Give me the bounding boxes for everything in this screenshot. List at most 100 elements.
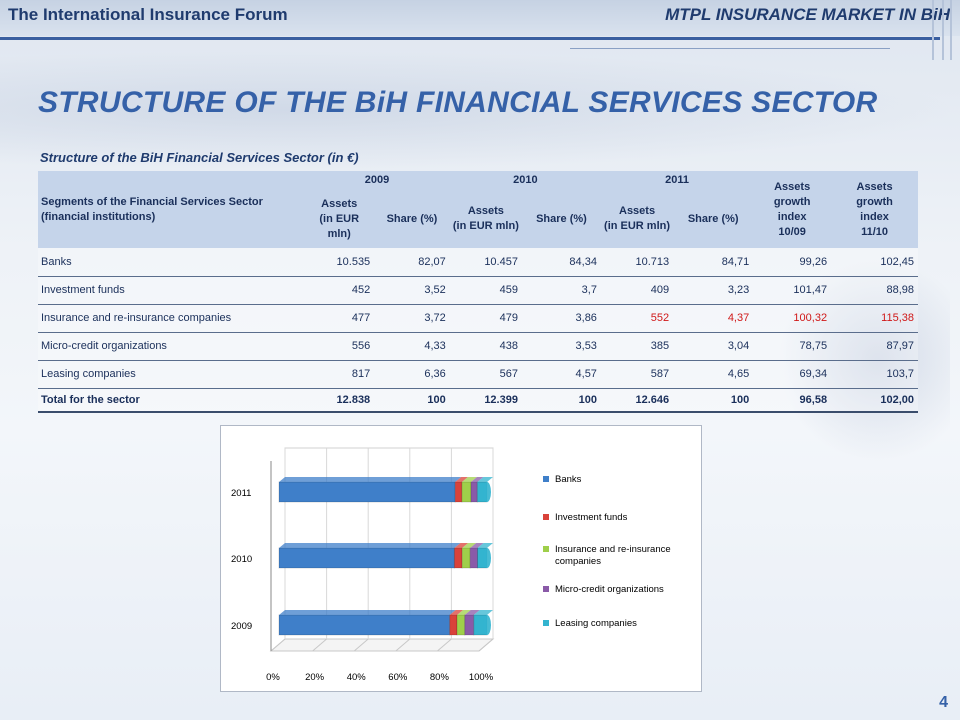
legend-label: Investment funds <box>555 512 628 523</box>
gridline-floor <box>437 638 452 652</box>
table-cell: 817 <box>304 360 375 389</box>
chart-floor <box>269 638 495 652</box>
year-header: 2011 <box>600 171 754 190</box>
table-cell: 4,65 <box>673 360 754 389</box>
bar-segment <box>278 481 456 503</box>
share-header: Share (%) <box>521 190 601 248</box>
growth-index-header: Assets growth index 11/10 <box>831 171 918 248</box>
share-header: Share (%) <box>374 190 450 248</box>
bar-end-cap <box>483 615 491 635</box>
bar-segment-top <box>279 477 462 482</box>
decorative-line <box>950 0 952 60</box>
legend-label: companies <box>555 556 601 567</box>
gridline-floor <box>270 638 286 652</box>
y-category-label: 2009 <box>231 621 252 632</box>
bar-segment-top <box>462 543 477 548</box>
bar-segment <box>456 614 466 636</box>
table-cell: 102,00 <box>831 388 918 413</box>
stacked-bar-chart: 0% 20% 40% 60% 80% 100% 2011 2010 2009 Banks Inves… <box>220 425 702 692</box>
x-tick-label: 100% <box>469 672 494 683</box>
table-cell: 100 <box>673 388 754 413</box>
slide-title: STRUCTURE OF THE BiH FINANCIAL SERVICES … <box>38 86 878 119</box>
table-cell: 477 <box>304 304 375 333</box>
table-cell: 3,53 <box>521 332 601 361</box>
table-cell: 587 <box>600 360 674 389</box>
bar-segment-top <box>464 610 480 615</box>
bar-segment-top <box>449 610 464 615</box>
table-cell: 3,86 <box>521 304 601 333</box>
y-category-label: 2011 <box>231 488 251 499</box>
assets-header: Assets (in EUR mln) <box>600 190 674 248</box>
table-row: Investment funds 452 3,52 459 3,7 409 3,23 101,… <box>38 276 918 305</box>
table-cell: 459 <box>449 276 522 305</box>
bar-segment-top <box>454 543 469 548</box>
table-cell: 102,45 <box>831 248 918 277</box>
table-cell: 452 <box>304 276 375 305</box>
forum-name: The International Insurance Forum <box>8 5 288 24</box>
bar-segment <box>278 547 455 569</box>
table-cell: 3,7 <box>521 276 601 305</box>
table-cell: 10.457 <box>449 248 522 277</box>
total-label: Total for the sector <box>38 388 305 413</box>
x-tick-label: 60% <box>388 672 408 683</box>
total-row: Total for the sector 12.838 100 12.399 100 12… <box>38 388 918 413</box>
bar-segment-top <box>471 477 484 482</box>
bar-segment-top <box>470 543 484 548</box>
table-cell: 78,75 <box>753 332 832 361</box>
table-cell: 101,47 <box>753 276 832 305</box>
gridline-floor <box>478 638 494 652</box>
table-cell: 3,04 <box>673 332 754 361</box>
table-cell: 3,23 <box>673 276 754 305</box>
legend-swatch <box>543 620 549 626</box>
bar-segment-top <box>457 610 471 615</box>
table-cell: 4,37 <box>673 304 754 333</box>
table-row: Micro-credit organizations 556 4,33 438 3,53… <box>38 332 918 361</box>
legend-label: Insurance and re-insurance <box>555 544 671 555</box>
table-cell: 479 <box>449 304 522 333</box>
chart-svg: 0% 20% 40% 60% 80% 100% 2011 2010 2009 Banks Inves… <box>231 447 671 683</box>
slide-topic: MTPL INSURANCE MARKET IN BiH <box>665 5 950 24</box>
table-cell: 100 <box>521 388 601 413</box>
x-tick-label: 40% <box>347 672 367 683</box>
bar-end-cap <box>483 482 491 502</box>
bar-segment-top <box>279 543 461 548</box>
table-cell: 87,97 <box>831 332 918 361</box>
table-cell: 4,33 <box>374 332 450 361</box>
financial-sector-table: Segments of the Financial Services Secto… <box>38 171 918 413</box>
legend-label: Banks <box>555 474 582 485</box>
segment-name: Insurance and re-insurance companies <box>38 304 305 333</box>
bar-segment <box>464 614 475 636</box>
table-cell: 409 <box>600 276 674 305</box>
decorative-line <box>942 0 944 60</box>
gridline-floor <box>353 638 369 652</box>
table-cell: 12.838 <box>304 388 375 413</box>
table-row: Insurance and re-insurance companies 477 3… <box>38 304 918 333</box>
page-number: 4 <box>939 694 948 711</box>
bar-segment <box>461 547 471 569</box>
table-cell: 552 <box>600 304 674 333</box>
table-cell: 100,32 <box>753 304 832 333</box>
bar-segment <box>449 614 458 636</box>
table-cell: 4,57 <box>521 360 601 389</box>
share-header: Share (%) <box>673 190 754 248</box>
assets-header: Assets (in EUR mln) <box>304 190 375 248</box>
table-cell: 82,07 <box>374 248 450 277</box>
table-cell: 88,98 <box>831 276 918 305</box>
table-cell: 385 <box>600 332 674 361</box>
bar-segment <box>278 614 451 636</box>
legend-swatch <box>543 546 549 552</box>
table-cell: 6,36 <box>374 360 450 389</box>
bar-segment <box>470 481 478 503</box>
legend-label: Leasing companies <box>555 618 637 629</box>
table-cell: 115,38 <box>831 304 918 333</box>
table-cell: 12.646 <box>600 388 674 413</box>
table-cell: 69,34 <box>753 360 832 389</box>
bar-segment-top <box>461 477 478 482</box>
year-header: 2009 <box>304 171 450 190</box>
table-cell: 99,26 <box>753 248 832 277</box>
top-bar: The International Insurance Forum MTPL I… <box>0 0 960 36</box>
gridline-floor <box>312 638 327 652</box>
bar-segment <box>469 547 478 569</box>
table-cell: 103,7 <box>831 360 918 389</box>
decorative-line <box>932 0 934 60</box>
